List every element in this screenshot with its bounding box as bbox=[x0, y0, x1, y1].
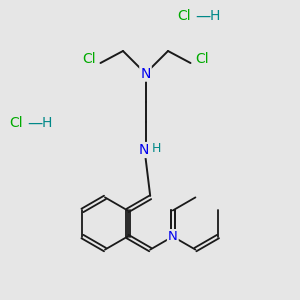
Text: H: H bbox=[209, 10, 220, 23]
Text: H: H bbox=[41, 116, 52, 130]
Text: Cl: Cl bbox=[178, 10, 191, 23]
Text: Cl: Cl bbox=[195, 52, 209, 66]
Text: N: N bbox=[139, 143, 149, 157]
Text: —: — bbox=[195, 9, 210, 24]
Text: N: N bbox=[140, 67, 151, 80]
Text: H: H bbox=[152, 142, 162, 155]
Text: Cl: Cl bbox=[10, 116, 23, 130]
Text: Cl: Cl bbox=[82, 52, 96, 66]
Text: N: N bbox=[168, 230, 178, 243]
Text: —: — bbox=[27, 116, 42, 130]
